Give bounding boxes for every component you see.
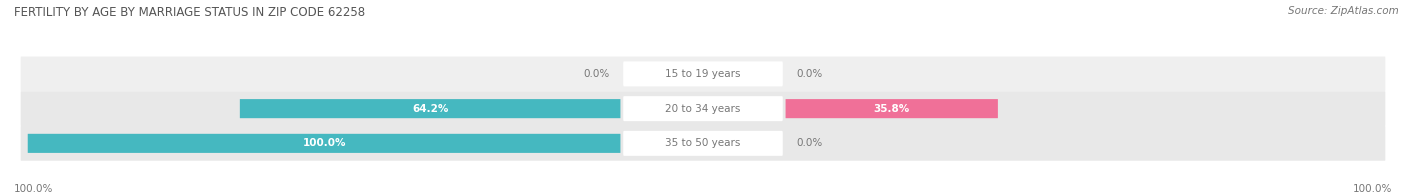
- Text: Source: ZipAtlas.com: Source: ZipAtlas.com: [1288, 6, 1399, 16]
- Text: 0.0%: 0.0%: [796, 138, 823, 148]
- Text: 100.0%: 100.0%: [14, 184, 53, 194]
- Text: 20 to 34 years: 20 to 34 years: [665, 104, 741, 114]
- Text: 64.2%: 64.2%: [412, 104, 449, 114]
- FancyBboxPatch shape: [21, 91, 1385, 126]
- Text: 0.0%: 0.0%: [583, 69, 610, 79]
- Text: 35 to 50 years: 35 to 50 years: [665, 138, 741, 148]
- FancyBboxPatch shape: [623, 96, 783, 121]
- FancyBboxPatch shape: [623, 131, 783, 156]
- FancyBboxPatch shape: [623, 61, 783, 86]
- FancyBboxPatch shape: [240, 99, 620, 118]
- Text: 100.0%: 100.0%: [302, 138, 346, 148]
- FancyBboxPatch shape: [786, 99, 998, 118]
- Text: 100.0%: 100.0%: [1353, 184, 1392, 194]
- Text: 35.8%: 35.8%: [873, 104, 910, 114]
- FancyBboxPatch shape: [28, 134, 620, 153]
- FancyBboxPatch shape: [21, 57, 1385, 91]
- Text: FERTILITY BY AGE BY MARRIAGE STATUS IN ZIP CODE 62258: FERTILITY BY AGE BY MARRIAGE STATUS IN Z…: [14, 6, 366, 19]
- FancyBboxPatch shape: [21, 126, 1385, 161]
- Text: 15 to 19 years: 15 to 19 years: [665, 69, 741, 79]
- Text: 0.0%: 0.0%: [796, 69, 823, 79]
